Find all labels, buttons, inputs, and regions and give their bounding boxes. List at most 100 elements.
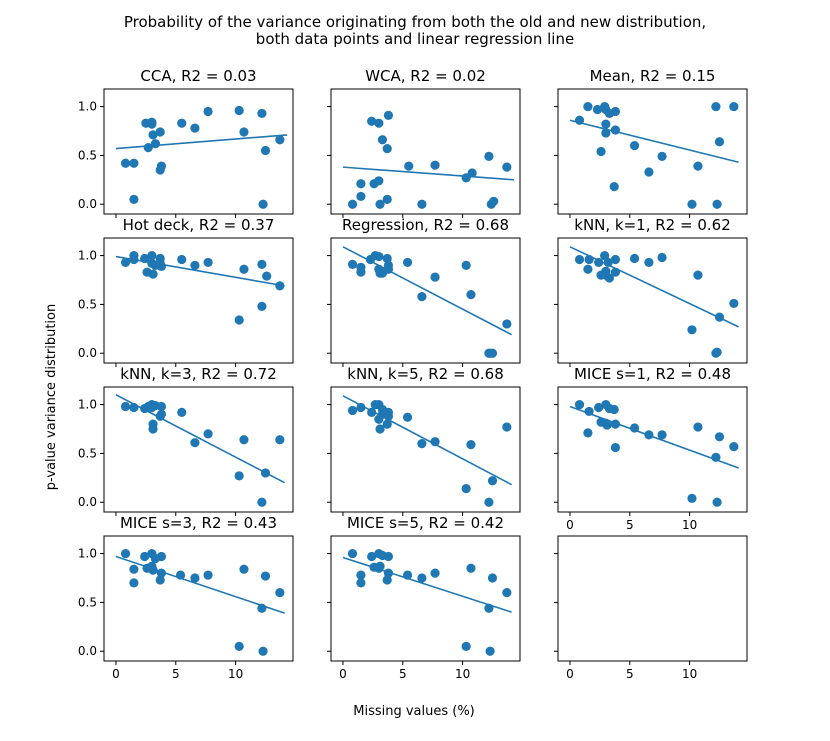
data-point — [657, 430, 667, 440]
data-point — [129, 402, 139, 413]
data-point — [485, 646, 495, 656]
data-point — [402, 412, 413, 422]
data-point — [234, 471, 244, 481]
x-tick-label: 5 — [399, 667, 407, 681]
axes-frame — [103, 88, 294, 215]
data-point — [257, 301, 267, 311]
data-point — [430, 160, 440, 170]
data-point — [147, 119, 157, 129]
data-point — [583, 428, 593, 438]
data-point — [712, 497, 722, 507]
data-point — [417, 199, 427, 209]
data-point — [156, 409, 167, 419]
data-point — [275, 435, 285, 445]
y-tick-label: 0.0 — [78, 644, 97, 658]
data-point — [177, 407, 187, 417]
data-point — [374, 176, 384, 186]
subplot-11: 0 5 10 MICE s=5, R2 = 0.42 — [327, 514, 521, 681]
data-point — [260, 468, 271, 478]
data-point — [129, 564, 139, 574]
data-point — [175, 570, 186, 580]
x-tick-label: 0 — [112, 667, 120, 681]
data-point — [714, 312, 725, 322]
data-point — [584, 254, 594, 265]
data-point — [347, 548, 358, 559]
subplot-title: kNN, k=5, R2 = 0.68 — [347, 365, 503, 383]
data-point — [402, 570, 413, 580]
data-point — [430, 272, 440, 282]
data-point — [594, 402, 604, 413]
data-point — [148, 424, 158, 434]
subplot-title: MICE s=5, R2 = 0.42 — [347, 514, 504, 532]
data-point — [583, 101, 593, 112]
regression-line — [569, 246, 739, 328]
y-tick-label: 1.0 — [78, 398, 97, 412]
subplot-5: Regression, R2 = 0.68 — [327, 216, 521, 367]
data-point — [729, 441, 739, 452]
data-point — [487, 476, 498, 486]
data-point — [148, 565, 158, 575]
data-point — [356, 179, 366, 189]
axes-frame — [330, 386, 521, 513]
data-point — [644, 167, 654, 177]
data-point — [140, 551, 150, 562]
data-point — [583, 264, 593, 274]
data-point — [657, 252, 667, 263]
data-point — [502, 162, 512, 172]
data-point — [382, 194, 392, 204]
data-point — [610, 106, 621, 117]
x-tick-label: 0 — [566, 518, 574, 532]
data-point — [156, 568, 167, 578]
x-axis-label: Missing values (%) — [353, 704, 475, 719]
data-point — [629, 253, 640, 264]
data-point — [382, 143, 392, 154]
data-point — [147, 250, 157, 261]
data-point — [356, 578, 366, 588]
y-tick-label: 0.5 — [78, 595, 97, 609]
data-point — [466, 563, 476, 573]
data-point — [383, 411, 394, 421]
data-point — [693, 161, 703, 171]
data-point — [430, 568, 440, 578]
data-point — [374, 251, 384, 262]
regression-line — [569, 119, 739, 164]
regression-line — [342, 166, 515, 181]
data-point — [347, 199, 358, 209]
data-point — [601, 119, 611, 129]
data-point — [239, 564, 249, 574]
data-point — [574, 115, 585, 125]
data-point — [258, 646, 268, 656]
data-point — [417, 573, 427, 583]
data-point — [143, 142, 153, 153]
subplot-title: Hot deck, R2 = 0.37 — [123, 216, 275, 234]
data-point — [629, 141, 640, 151]
data-point — [375, 561, 385, 571]
data-point — [383, 110, 394, 120]
data-point — [609, 182, 619, 192]
data-point — [687, 325, 697, 335]
data-point — [347, 405, 358, 416]
data-point — [375, 424, 385, 434]
regression-line — [569, 405, 739, 469]
data-point — [574, 399, 585, 410]
axes-frame — [330, 88, 521, 215]
data-point — [140, 253, 150, 264]
data-point — [150, 139, 161, 149]
data-point — [502, 319, 512, 329]
data-point — [489, 196, 499, 206]
x-tick-label: 0 — [339, 667, 347, 681]
data-point — [610, 442, 621, 453]
subplot-6: kNN, k=1, R2 = 0.62 — [554, 216, 748, 367]
data-point — [260, 571, 271, 581]
subplot-9: 0 5 10 MICE s=1, R2 = 0.48 — [554, 365, 748, 532]
data-point — [347, 259, 358, 269]
subplot-title: kNN, k=1, R2 = 0.62 — [574, 216, 730, 234]
y-tick-label: 0.0 — [78, 197, 97, 211]
x-tick-label: 10 — [682, 518, 697, 532]
data-point — [155, 127, 165, 137]
data-point — [417, 439, 427, 449]
data-point — [484, 497, 494, 507]
data-point — [260, 145, 271, 156]
data-point — [502, 422, 512, 432]
